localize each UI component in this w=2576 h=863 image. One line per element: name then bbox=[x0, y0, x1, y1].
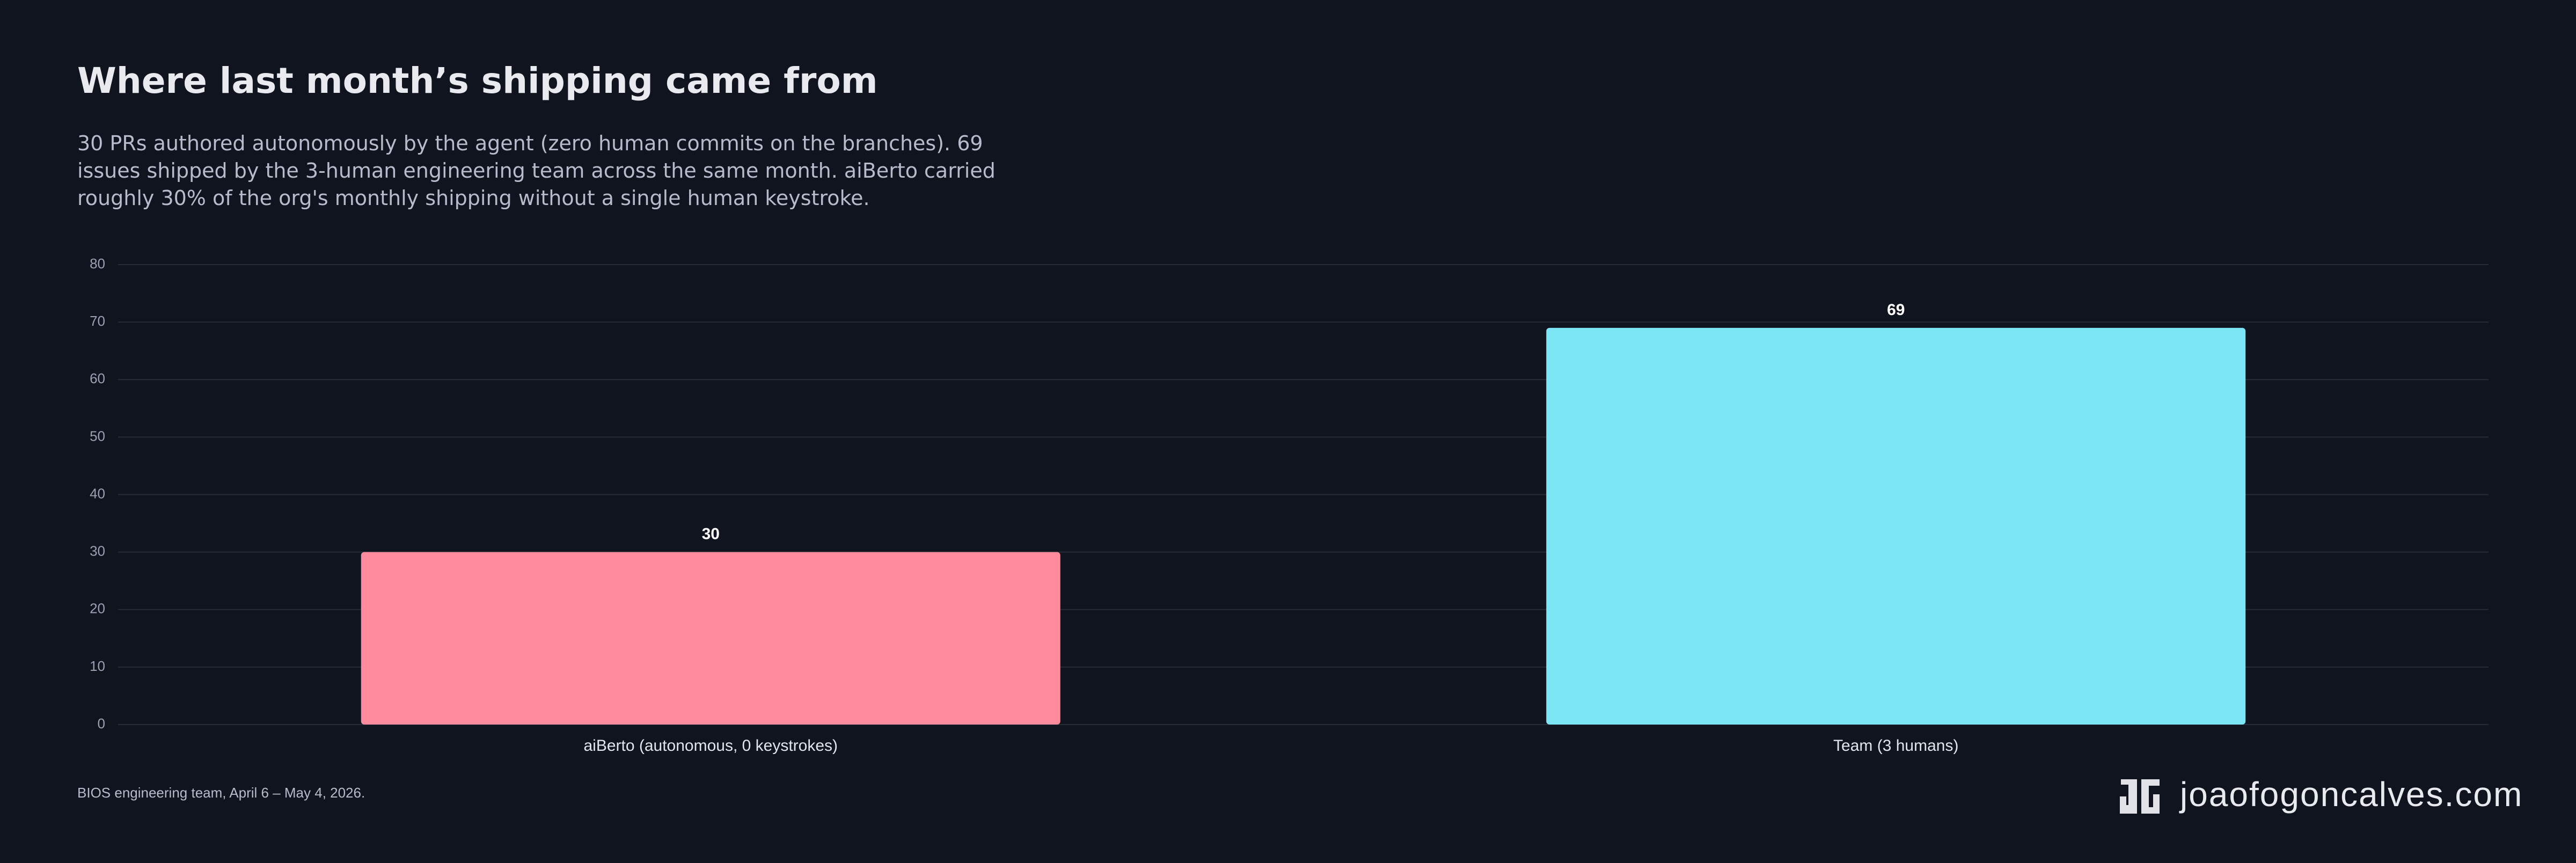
y-tick-label: 50 bbox=[90, 428, 105, 444]
x-tick-label: aiBerto (autonomous, 0 keystrokes) bbox=[583, 737, 838, 755]
x-tick-label: Team (3 humans) bbox=[1833, 737, 1958, 755]
y-tick-label: 0 bbox=[98, 715, 105, 732]
y-tick-label: 70 bbox=[90, 313, 105, 329]
y-tick-label: 20 bbox=[90, 601, 105, 617]
y-tick-label: 40 bbox=[90, 485, 105, 501]
brand-text: joaofogoncalves.com bbox=[2179, 775, 2523, 814]
y-tick-label: 80 bbox=[90, 255, 105, 272]
bar bbox=[1546, 327, 2246, 725]
y-tick-label: 10 bbox=[90, 658, 105, 674]
value-label: 30 bbox=[702, 525, 720, 543]
y-tick-label: 30 bbox=[90, 543, 105, 559]
y-tick-label: 60 bbox=[90, 370, 105, 386]
value-label: 69 bbox=[1887, 301, 1905, 319]
chart-subtitle: 30 PRs authored autonomously by the agen… bbox=[77, 131, 996, 210]
chart-title: Where last month’s shipping came from bbox=[77, 60, 878, 101]
brand-logo bbox=[2120, 779, 2160, 814]
source-note: BIOS engineering team, April 6 – May 4, … bbox=[77, 785, 365, 801]
bar bbox=[361, 552, 1060, 725]
